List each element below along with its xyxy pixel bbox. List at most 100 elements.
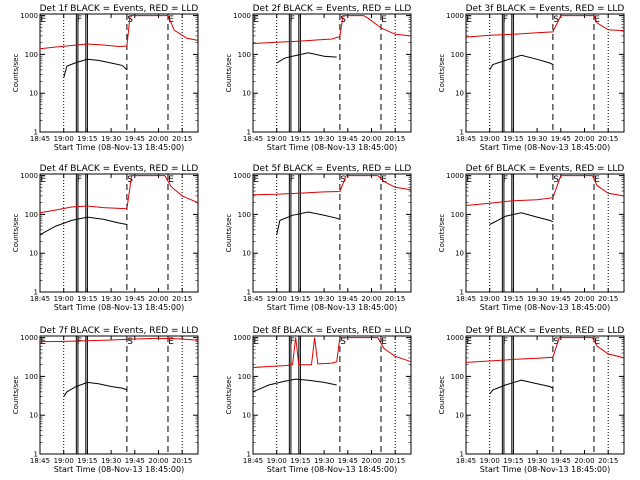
- x-tick-label: 19:30: [527, 457, 547, 465]
- series-lld: [39, 337, 199, 343]
- y-axis-label: Counts/sec: [12, 54, 20, 93]
- segment-marker: E: [40, 15, 46, 25]
- series-lld: [465, 15, 625, 38]
- plot-frame: [39, 173, 199, 293]
- x-tick-label: 20:00: [574, 135, 594, 143]
- series-lld: [465, 337, 625, 363]
- x-tick-label: 19:30: [314, 295, 334, 303]
- x-tick-label: 20:15: [172, 295, 192, 303]
- x-tick-label: 20:15: [385, 457, 405, 465]
- y-tick-label: 1000: [233, 172, 251, 180]
- panel-det-8: Det 8f BLACK = Events, RED = LLD 1 10 100 10…: [225, 326, 412, 474]
- plot-frame: [252, 335, 412, 455]
- panel-det-9: Det 9f BLACK = Events, RED = LLD 1 10 100 10…: [438, 326, 625, 474]
- x-tick-label: 18:45: [30, 457, 50, 465]
- segment-marker: E: [381, 337, 387, 347]
- series-events: [252, 378, 337, 393]
- y-tick-label: 100: [451, 373, 464, 381]
- segment-marker: E: [168, 337, 174, 347]
- series-events: [39, 216, 127, 236]
- plot-frame: [252, 13, 412, 133]
- series-events: [63, 58, 128, 78]
- x-tick-label: 19:30: [101, 135, 121, 143]
- x-tick-label: 19:45: [551, 135, 571, 143]
- series-events: [276, 52, 337, 64]
- x-tick-label: 19:45: [551, 295, 571, 303]
- y-tick-label: 1: [247, 129, 251, 137]
- x-tick-label: 18:45: [243, 135, 263, 143]
- x-tick-label: 20:15: [172, 135, 192, 143]
- y-tick-label: 1000: [446, 172, 464, 180]
- panel-det-2: Det 2f BLACK = Events, RED = LLD 1 10 100 10…: [225, 4, 412, 152]
- y-axis-label: Counts/sec: [225, 214, 233, 253]
- panel-title: Det 1f BLACK = Events, RED = LLD: [40, 4, 199, 14]
- plot-frame: [39, 13, 199, 133]
- x-tick-label: 20:15: [385, 295, 405, 303]
- x-tick-label: 20:00: [361, 135, 381, 143]
- y-tick-label: 10: [29, 250, 38, 258]
- segment-marker: S: [553, 175, 559, 185]
- y-tick-label: 1000: [20, 334, 38, 342]
- panel-title: Det 5f BLACK = Events, RED = LLD: [253, 164, 412, 174]
- y-tick-label: 100: [25, 211, 38, 219]
- x-tick-label: 20:00: [148, 457, 168, 465]
- x-tick-label: 19:15: [503, 295, 523, 303]
- y-tick-label: 1: [247, 289, 251, 297]
- x-tick-label: 18:45: [456, 135, 476, 143]
- y-axis-label: Counts/sec: [438, 54, 446, 93]
- series-lld: [39, 15, 199, 50]
- x-tick-label: 19:00: [54, 457, 74, 465]
- x-tick-label: 20:00: [361, 295, 381, 303]
- segment-marker: S: [553, 337, 559, 347]
- segment-marker: E: [466, 15, 472, 25]
- y-tick-label: 100: [25, 51, 38, 59]
- y-tick-label: 100: [25, 373, 38, 381]
- x-tick-label: 19:30: [314, 135, 334, 143]
- x-tick-label: 20:15: [385, 135, 405, 143]
- panel-title: Det 8f BLACK = Events, RED = LLD: [253, 326, 412, 336]
- x-tick-label: 19:00: [480, 295, 500, 303]
- x-tick-label: 18:45: [243, 457, 263, 465]
- x-axis-label: Start Time (08-Nov-13 18:45:00): [480, 303, 610, 312]
- y-tick-label: 1: [34, 129, 38, 137]
- x-tick-label: 19:00: [480, 457, 500, 465]
- panel-det-5: Det 5f BLACK = Events, RED = LLD 1 10 100 10…: [225, 164, 412, 312]
- x-tick-label: 19:00: [480, 135, 500, 143]
- segment-marker: E: [594, 175, 600, 185]
- series-events: [489, 54, 554, 71]
- plot-frame: [465, 173, 625, 293]
- y-tick-label: 10: [455, 250, 464, 258]
- y-tick-label: 10: [242, 412, 251, 420]
- x-tick-label: 19:15: [77, 295, 97, 303]
- x-tick-label: 19:15: [290, 457, 310, 465]
- plot-frame: [39, 335, 199, 455]
- series-lld: [252, 15, 412, 45]
- panel-det-1: Det 1f BLACK = Events, RED = LLD 1 10 100 10…: [12, 4, 199, 152]
- segment-marker: E: [381, 15, 387, 25]
- y-tick-label: 10: [242, 90, 251, 98]
- y-tick-label: 1000: [20, 172, 38, 180]
- y-axis-label: Counts/sec: [225, 54, 233, 93]
- y-tick-label: 1: [460, 129, 464, 137]
- x-tick-label: 20:00: [361, 457, 381, 465]
- y-tick-label: 1000: [446, 12, 464, 20]
- x-axis-label: Start Time (08-Nov-13 18:45:00): [480, 143, 610, 152]
- panel-title: Det 3f BLACK = Events, RED = LLD: [466, 4, 625, 14]
- segment-marker: E: [40, 175, 46, 185]
- y-tick-label: 100: [238, 211, 251, 219]
- x-tick-label: 19:15: [503, 457, 523, 465]
- x-tick-label: 19:15: [503, 135, 523, 143]
- segment-marker: F: [290, 337, 295, 347]
- segment-marker: F: [77, 337, 82, 347]
- y-tick-label: 100: [238, 51, 251, 59]
- series-lld: [252, 337, 412, 368]
- y-tick-label: 1: [34, 451, 38, 459]
- y-tick-label: 1: [34, 289, 38, 297]
- y-tick-label: 100: [451, 51, 464, 59]
- segment-marker: S: [127, 15, 133, 25]
- series-events: [489, 212, 554, 225]
- x-tick-label: 20:15: [598, 295, 618, 303]
- panel-title: Det 2f BLACK = Events, RED = LLD: [253, 4, 412, 14]
- x-tick-label: 19:00: [267, 295, 287, 303]
- y-tick-label: 1: [460, 451, 464, 459]
